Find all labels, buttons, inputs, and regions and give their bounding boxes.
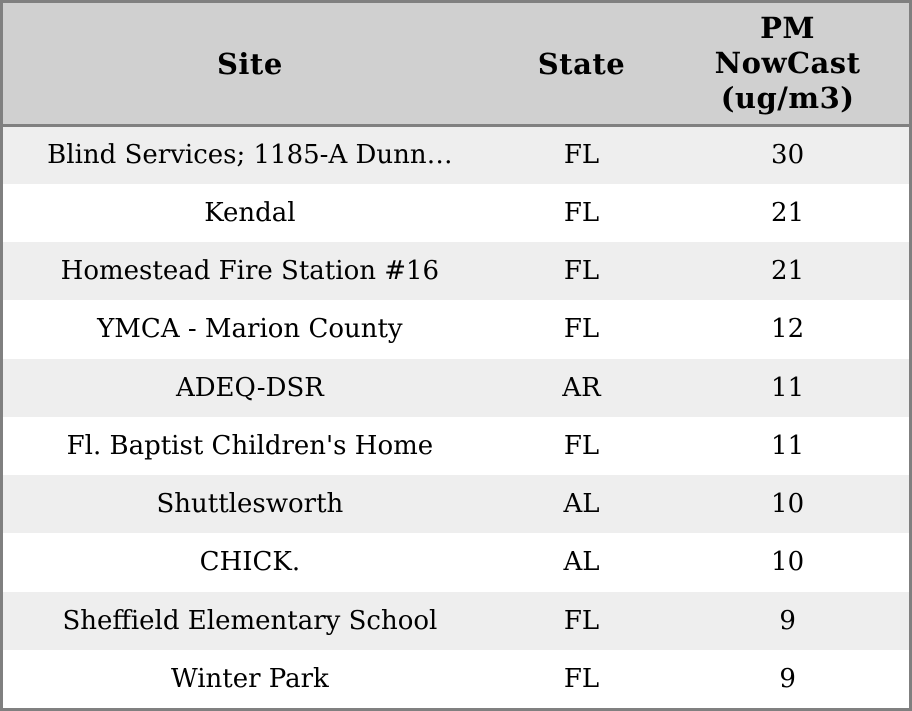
state-cell: FL <box>563 314 600 345</box>
table-row[interactable]: Sheffield Elementary School FL 9 <box>3 591 909 650</box>
state-cell: FL <box>563 605 600 636</box>
pm-cell: 12 <box>771 314 805 345</box>
state-cell: FL <box>563 197 600 228</box>
pm-header-line-3: (ug/m3) <box>720 81 855 115</box>
state-cell: AL <box>563 547 600 578</box>
pm-cell: 30 <box>771 140 805 171</box>
site-cell: Sheffield Elementary School <box>62 605 438 636</box>
state-cell: FL <box>563 663 600 694</box>
column-header-state[interactable]: State <box>496 3 667 127</box>
table-row[interactable]: Shuttlesworth AL 10 <box>3 475 909 534</box>
pm-header-line-2: NowCast <box>714 46 861 80</box>
pm-cell: 11 <box>771 372 805 403</box>
site-cell: YMCA - Marion County <box>97 314 403 345</box>
pm-header-line-1: PM <box>760 11 816 45</box>
table-row[interactable]: Kendal FL 21 <box>3 183 909 242</box>
state-cell: FL <box>563 140 600 171</box>
table-row[interactable]: CHICK. AL 10 <box>3 533 909 592</box>
site-cell: ADEQ-DSR <box>175 372 324 403</box>
pm-nowcast-sites-table: Site State PM NowCast (ug/m3) Blind Serv… <box>3 3 909 708</box>
pm-cell: 9 <box>779 663 796 694</box>
site-cell: Blind Services; 1185-A Dunn… <box>47 140 453 171</box>
table-row[interactable]: Homestead Fire Station #16 FL 21 <box>3 242 909 301</box>
column-header-pm-nowcast[interactable]: PM NowCast (ug/m3) <box>666 3 909 127</box>
header-row: Site State PM NowCast (ug/m3) <box>3 3 909 127</box>
pm-cell: 10 <box>771 547 805 578</box>
state-cell: AR <box>562 372 601 403</box>
pm-cell: 21 <box>771 256 805 287</box>
site-cell: CHICK. <box>199 547 301 578</box>
state-cell: FL <box>563 256 600 287</box>
table-row[interactable]: ADEQ-DSR AR 11 <box>3 358 909 417</box>
site-cell: Fl. Baptist Children's Home <box>66 430 434 461</box>
pm-cell: 10 <box>771 489 805 520</box>
table-row[interactable]: Fl. Baptist Children's Home FL 11 <box>3 416 909 475</box>
pm-cell: 11 <box>771 430 805 461</box>
table-header: Site State PM NowCast (ug/m3) <box>3 3 909 127</box>
pm-cell: 9 <box>779 605 796 636</box>
site-cell: Winter Park <box>170 663 329 694</box>
site-cell: Homestead Fire Station #16 <box>60 256 440 287</box>
table-body: Blind Services; 1185-A Dunn… FL 30 Kenda… <box>3 125 909 708</box>
column-header-site[interactable]: Site <box>3 3 497 127</box>
table-row[interactable]: Blind Services; 1185-A Dunn… FL 30 <box>3 125 909 184</box>
site-cell: Shuttlesworth <box>156 489 344 520</box>
site-cell: Kendal <box>204 197 296 228</box>
table-row[interactable]: YMCA - Marion County FL 12 <box>3 300 909 359</box>
state-cell: FL <box>563 430 600 461</box>
pm-cell: 21 <box>771 197 805 228</box>
table-row[interactable]: Winter Park FL 9 <box>3 649 909 708</box>
state-cell: AL <box>563 489 600 520</box>
